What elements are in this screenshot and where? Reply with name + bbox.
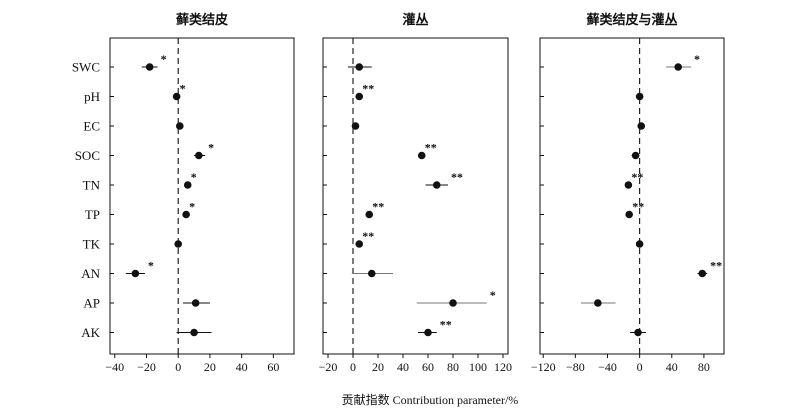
panel-title: 藓类结皮与灌丛 bbox=[585, 12, 677, 27]
point-swc bbox=[145, 63, 154, 71]
point-an bbox=[367, 269, 376, 278]
category-label-an: AN bbox=[81, 266, 100, 281]
x-tick-label: 20 bbox=[372, 360, 384, 374]
significance-label: ** bbox=[362, 82, 374, 96]
x-tick-label: 40 bbox=[236, 360, 248, 374]
plot-frame bbox=[109, 37, 295, 355]
x-tick-label: −20 bbox=[137, 360, 156, 374]
significance-label: ** bbox=[362, 229, 374, 243]
point-soc bbox=[417, 151, 426, 160]
category-label-ap: AP bbox=[83, 296, 100, 311]
x-tick-label: −20 bbox=[319, 360, 338, 374]
significance-label: * bbox=[490, 288, 496, 302]
panel-1: 藓类结皮 −40 −20 0 20 40 60 * * * * * * bbox=[105, 12, 295, 374]
panel-title: 藓类结皮 bbox=[175, 12, 228, 27]
point-an bbox=[698, 269, 707, 278]
point-soc bbox=[195, 151, 203, 160]
point-an bbox=[131, 269, 140, 278]
x-tick-label: 80 bbox=[698, 360, 710, 374]
significance-label: * bbox=[148, 259, 154, 273]
x-tick-label: 0 bbox=[175, 360, 181, 374]
point-ak bbox=[634, 328, 642, 337]
panel-3: 藓类结皮与灌丛−120 −80 −40 0 40 80******* bbox=[531, 12, 725, 374]
point-tp bbox=[625, 210, 633, 219]
category-label-ec: EC bbox=[83, 119, 100, 134]
x-tick-label: 60 bbox=[422, 360, 434, 374]
category-label-tk: TK bbox=[83, 237, 101, 252]
point-tn bbox=[432, 181, 441, 189]
category-label-swc: SWC bbox=[72, 60, 100, 75]
point-soc bbox=[631, 151, 640, 160]
point-tn bbox=[183, 181, 192, 189]
panel-2: 灌丛−20 0 20 40 60 80 100 120************* bbox=[319, 12, 512, 374]
plot-frame bbox=[539, 37, 725, 355]
category-label-ph: pH bbox=[84, 89, 100, 104]
point-tp bbox=[365, 210, 374, 219]
significance-label: ** bbox=[710, 259, 722, 273]
point-tk bbox=[174, 240, 183, 248]
significance-label: ** bbox=[372, 200, 384, 214]
point-ph bbox=[635, 92, 644, 101]
category-labels: SWC pH EC SOC TN TP TK AN AP AK bbox=[72, 60, 101, 341]
category-label-soc: SOC bbox=[75, 148, 100, 163]
x-tick-label: 40 bbox=[666, 360, 678, 374]
significance-label: * bbox=[161, 52, 167, 66]
x-tick-label: 20 bbox=[204, 360, 216, 374]
significance-label: * bbox=[189, 200, 195, 214]
x-tick-label: −80 bbox=[566, 360, 585, 374]
point-ap bbox=[449, 299, 457, 307]
significance-label: ** bbox=[632, 200, 644, 214]
x-tick-label: 80 bbox=[447, 360, 459, 374]
plot-frame bbox=[322, 37, 509, 355]
panels: 藓类结皮−40 −20 0 20 40 60******灌丛−20 0 20 40 60 80 100… bbox=[105, 12, 725, 374]
significance-label: ** bbox=[425, 141, 437, 155]
point-tp bbox=[182, 210, 190, 219]
point-ph bbox=[172, 92, 181, 101]
x-tick-label: 60 bbox=[267, 360, 279, 374]
significance-label: ** bbox=[631, 170, 643, 184]
point-ak bbox=[190, 328, 198, 337]
point-ak bbox=[424, 328, 432, 337]
category-label-ak: AK bbox=[81, 325, 100, 340]
point-ap bbox=[191, 299, 200, 307]
point-tk bbox=[635, 240, 644, 248]
point-swc bbox=[355, 63, 364, 71]
panel-title: 灌丛 bbox=[402, 12, 428, 27]
point-ec bbox=[637, 122, 646, 130]
point-ph bbox=[355, 92, 364, 101]
x-tick-label: 0 bbox=[637, 360, 643, 374]
x-tick-label: 120 bbox=[494, 360, 512, 374]
x-tick-label: −40 bbox=[598, 360, 617, 374]
significance-label: ** bbox=[440, 318, 452, 332]
significance-label: * bbox=[208, 141, 214, 155]
point-ec bbox=[351, 122, 360, 130]
x-tick-label: 40 bbox=[397, 360, 409, 374]
x-tick-label: −120 bbox=[531, 360, 556, 374]
significance-label: * bbox=[694, 52, 700, 66]
point-ap bbox=[594, 299, 602, 307]
point-tk bbox=[355, 240, 364, 248]
category-label-tn: TN bbox=[83, 178, 101, 193]
point-swc bbox=[674, 63, 683, 71]
category-label-tp: TP bbox=[85, 207, 100, 222]
x-axis-label: 贡献指数 Contribution parameter/% bbox=[342, 392, 519, 407]
significance-label: * bbox=[180, 82, 186, 96]
significance-label: ** bbox=[451, 170, 463, 184]
x-tick-label: 0 bbox=[350, 360, 356, 374]
point-tn bbox=[624, 181, 633, 189]
x-tick-label: −40 bbox=[105, 360, 124, 374]
point-ec bbox=[175, 122, 184, 130]
significance-label: * bbox=[191, 170, 197, 184]
x-tick-label: 100 bbox=[469, 360, 487, 374]
